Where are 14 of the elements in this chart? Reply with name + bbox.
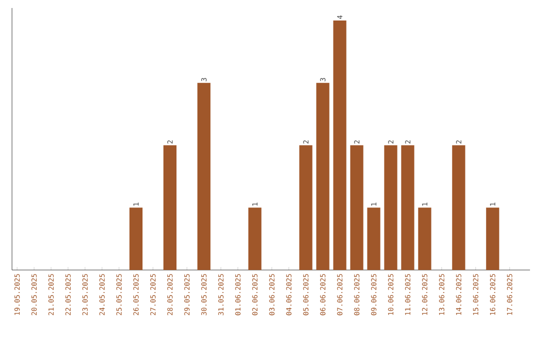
bar: [197, 82, 210, 270]
bar: [248, 208, 262, 270]
bar: [333, 20, 346, 270]
bar: [384, 145, 398, 270]
bar: [367, 208, 380, 270]
bar: [350, 145, 364, 270]
bar: [486, 208, 500, 270]
bar: [401, 145, 414, 270]
bar: [418, 208, 432, 270]
bar: [129, 208, 143, 270]
bar: [163, 145, 176, 270]
bar: [316, 82, 330, 270]
bar: [452, 145, 466, 270]
bar: [299, 145, 312, 270]
